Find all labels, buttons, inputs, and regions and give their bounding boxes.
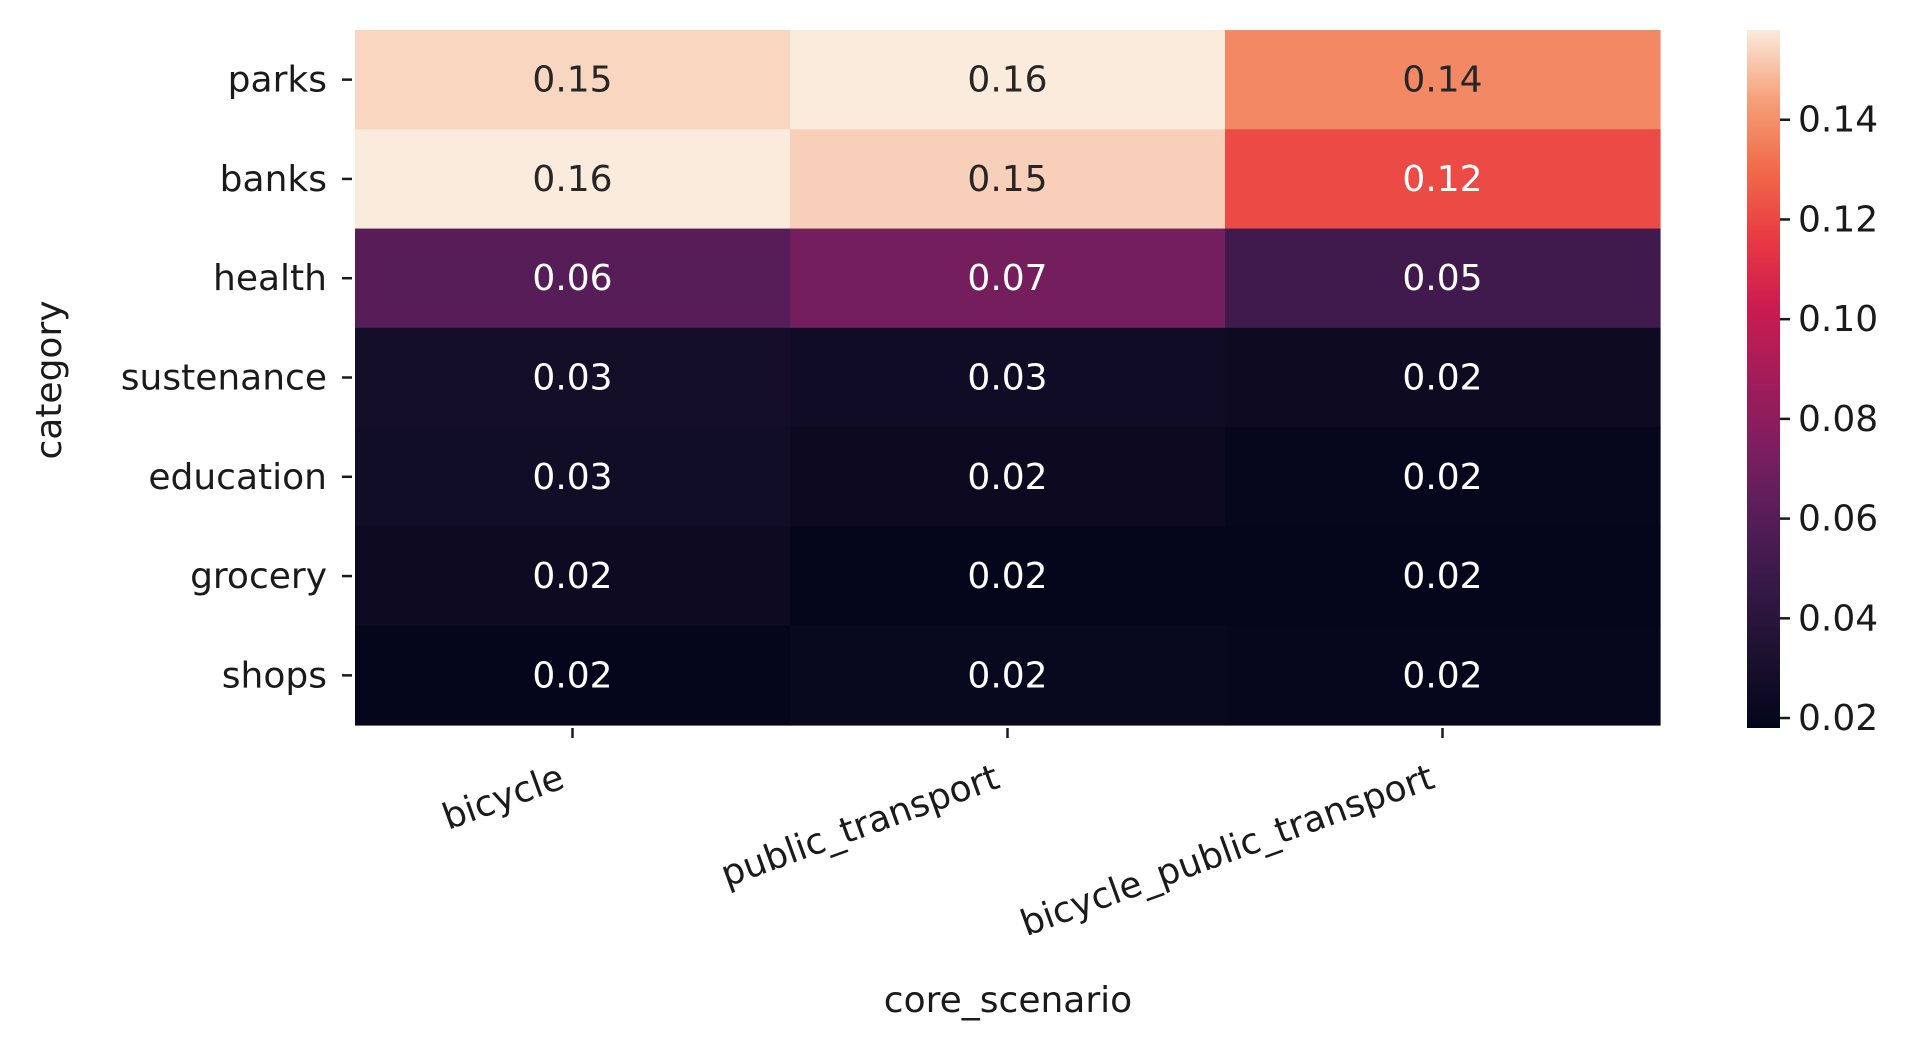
colorbar-tick-label: 0.12 <box>1798 199 1878 240</box>
heatmap-cell-health-public_transport <box>790 228 1226 329</box>
cell-annotation: 0.15 <box>532 60 612 101</box>
y-axis: parks banks health sustenance education groce… <box>121 60 352 696</box>
cell-annotation: 0.02 <box>967 457 1047 498</box>
colorbar-tick-label: 0.02 <box>1798 698 1878 739</box>
heatmap-cell-shops-public_transport <box>790 625 1226 726</box>
colorbar-ticks: 0.02 0.04 0.06 0.08 0.10 0.12 0.14 <box>1780 100 1878 739</box>
heatmap-cell-health-bicycle <box>355 228 791 329</box>
y-axis-label: category <box>29 300 70 459</box>
cell-annotation: 0.02 <box>1402 358 1482 399</box>
y-tick-label-shops: shops <box>222 655 327 696</box>
cell-annotation: 0.02 <box>1402 457 1482 498</box>
colorbar: 0.02 0.04 0.06 0.08 0.10 0.12 0.14 <box>1747 30 1878 739</box>
heatmap-annotations: 0.15 0.16 0.14 0.16 0.15 0.12 0.06 0.07 0.05 0.03… <box>532 60 1482 697</box>
heatmap-cell-parks-bicycle_public_transport <box>1225 30 1661 130</box>
y-tick-label-banks: banks <box>220 159 327 200</box>
cell-annotation: 0.02 <box>1402 655 1482 696</box>
heatmap-cell-sustenance-bicycle_public_transport <box>1225 327 1661 428</box>
x-axis: bicycle public_transport bicycle_public_tr… <box>437 728 1444 945</box>
cell-annotation: 0.02 <box>967 556 1047 597</box>
colorbar-tick-label: 0.14 <box>1798 100 1878 141</box>
cell-annotation: 0.16 <box>967 60 1047 101</box>
heatmap-cell-shops-bicycle <box>355 625 791 726</box>
heatmap-cell-grocery-bicycle <box>355 526 791 627</box>
cell-annotation: 0.03 <box>532 358 612 399</box>
heatmap-cell-education-public_transport <box>790 427 1226 528</box>
x-tick-label-bicycle_public_transport: bicycle_public_transport <box>1015 757 1439 945</box>
cell-annotation: 0.02 <box>532 556 612 597</box>
x-axis-label: core_scenario <box>884 980 1132 1021</box>
cell-annotation: 0.03 <box>967 358 1047 399</box>
cell-annotation: 0.16 <box>532 159 612 200</box>
cell-annotation: 0.05 <box>1402 258 1482 299</box>
heatmap-cell-education-bicycle_public_transport <box>1225 427 1661 528</box>
x-tick-label-bicycle: bicycle <box>437 757 569 839</box>
heatmap-cell-sustenance-bicycle <box>355 327 791 428</box>
heatmap-cell-parks-bicycle <box>355 30 791 130</box>
heatmap-cell-banks-public_transport <box>790 129 1226 230</box>
heatmap-cell-education-bicycle <box>355 427 791 528</box>
cell-annotation: 0.07 <box>967 258 1047 299</box>
y-tick-label-sustenance: sustenance <box>121 358 327 399</box>
cell-annotation: 0.02 <box>532 655 612 696</box>
heatmap-cell-shops-bicycle_public_transport <box>1225 625 1661 726</box>
cell-annotation: 0.14 <box>1402 60 1482 101</box>
heatmap-cell-grocery-bicycle_public_transport <box>1225 526 1661 627</box>
heatmap-cell-banks-bicycle_public_transport <box>1225 129 1661 230</box>
y-tick-label-health: health <box>213 258 327 299</box>
colorbar-gradient <box>1747 30 1780 728</box>
cell-annotation: 0.03 <box>532 457 612 498</box>
y-tick-label-grocery: grocery <box>190 556 327 597</box>
colorbar-tick-label: 0.04 <box>1798 598 1878 639</box>
heatmap-cell-banks-bicycle <box>355 129 791 230</box>
y-tick-label-parks: parks <box>228 60 327 101</box>
cell-annotation: 0.12 <box>1402 159 1482 200</box>
colorbar-tick-label: 0.10 <box>1798 299 1878 340</box>
colorbar-tick-label: 0.08 <box>1798 399 1878 440</box>
heatmap-cell-health-bicycle_public_transport <box>1225 228 1661 329</box>
heatmap-cell-sustenance-public_transport <box>790 327 1226 428</box>
heatmap-cell-parks-public_transport <box>790 30 1226 130</box>
heatmap-cells <box>355 30 1661 726</box>
x-tick-label-public_transport: public_transport <box>716 757 1005 896</box>
cell-annotation: 0.06 <box>532 258 612 299</box>
cell-annotation: 0.02 <box>967 655 1047 696</box>
colorbar-tick-label: 0.06 <box>1798 499 1878 540</box>
cell-annotation: 0.02 <box>1402 556 1482 597</box>
heatmap-cell-grocery-public_transport <box>790 526 1226 627</box>
cell-annotation: 0.15 <box>967 159 1047 200</box>
y-tick-label-education: education <box>148 457 327 498</box>
